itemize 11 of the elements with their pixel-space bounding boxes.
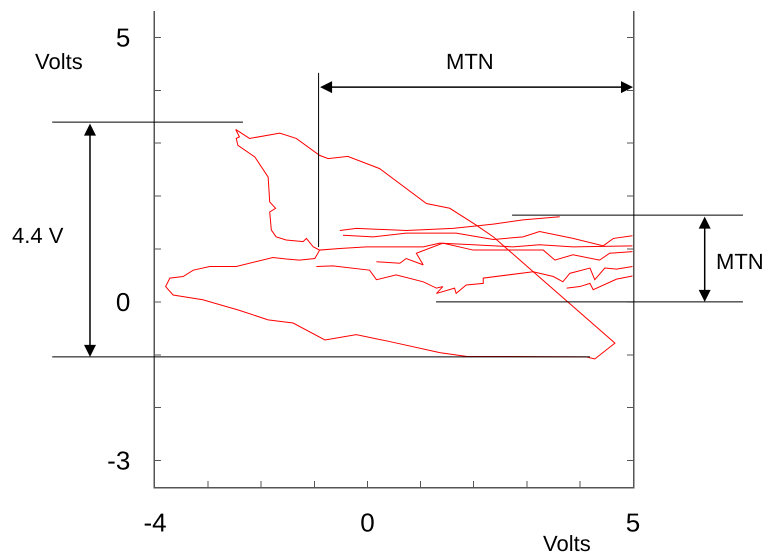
text: MTN <box>716 249 764 274</box>
x-tick-label: 0 <box>360 508 375 538</box>
y-axis-title: Volts <box>35 49 83 74</box>
x-axis-title: Volts <box>543 531 591 555</box>
y-tick-label: 0 <box>116 286 130 317</box>
y-tick-label: 5 <box>116 22 130 53</box>
x-tick-label: 5 <box>626 508 640 538</box>
y-tick-label: -3 <box>107 446 130 476</box>
x-tick-label: -4 <box>143 508 167 538</box>
text: 4.4 V <box>12 223 64 248</box>
annotation: MTN <box>446 49 494 74</box>
